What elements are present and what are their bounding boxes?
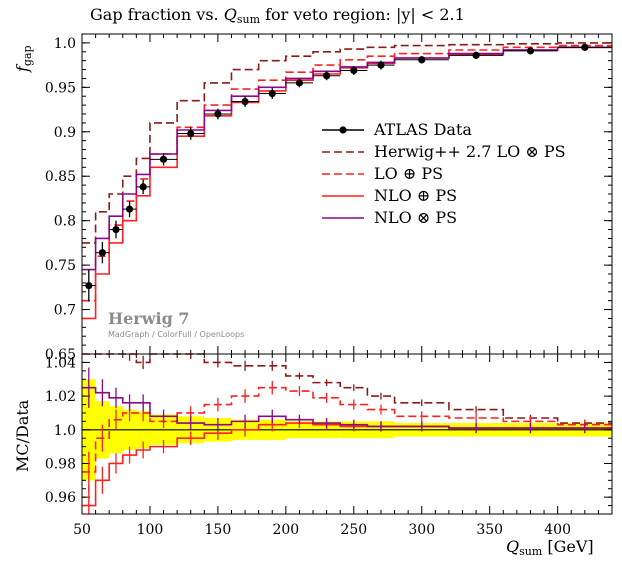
legend-label-nlo-times: NLO ⊗ PS [374, 208, 457, 227]
ratio-uncertainty-band-layer [82, 379, 612, 481]
y-tick-label-main: 0.75 [45, 258, 76, 274]
ratio-plot-frame [81, 353, 613, 515]
x-tick-label: 400 [544, 522, 571, 538]
y-tick-label-main: 0.85 [45, 169, 76, 185]
data-point [241, 97, 249, 106]
data-point [295, 79, 304, 87]
x-tick-label: 300 [408, 522, 435, 538]
y-tick-label-ratio: 1.0 [54, 423, 76, 439]
x-tick-label: 200 [272, 522, 299, 538]
x-tick-label: 100 [137, 522, 164, 538]
legend-data-marker [339, 126, 347, 134]
x-tick-label: 50 [73, 522, 91, 538]
data-point [323, 72, 331, 80]
y-tick-label-main: 0.8 [54, 214, 76, 230]
y-tick-label-ratio: 0.98 [45, 456, 76, 472]
y-tick-label-main: 1.0 [54, 36, 76, 52]
y-tick-label-ratio: 0.96 [45, 490, 76, 506]
legend: ATLAS Data Herwig++ 2.7 LO ⊗ PS LO ⊕ PS NLO… [322, 120, 566, 227]
data-point [187, 129, 195, 138]
legend-label-herwig: Herwig++ 2.7 LO ⊗ PS [374, 142, 566, 161]
data-point [526, 47, 535, 55]
tick-labels-layer: 50 100 150 200 250 300 350 400 0.65 0.7 0.75 0.8 0.8… [45, 36, 571, 538]
data-point [581, 43, 589, 51]
data-point [98, 249, 106, 257]
series-line-nlo-times [82, 46, 612, 271]
series-line-nlo-plus [82, 46, 612, 320]
y-tick-label-main: 0.95 [45, 80, 76, 96]
x-axis-label: Qsum [GeV] [506, 537, 594, 558]
legend-label-lo-plus: LO ⊕ PS [374, 164, 443, 183]
x-tick-label: 250 [340, 522, 367, 538]
chart-title: Gap fraction vs. Qsum for veto region: |… [90, 5, 465, 26]
ratio-line-herwig [82, 353, 612, 424]
ratio-line-lo-plus [82, 386, 612, 473]
data-point [214, 110, 222, 118]
data-point [125, 205, 134, 213]
y-axis-label-main: fgap [13, 45, 34, 73]
y-tick-label-main: 0.65 [45, 347, 76, 363]
y-tick-label-ratio: 1.04 [45, 355, 76, 371]
series-line-herwig [82, 42, 612, 244]
data-point [377, 61, 385, 69]
y-tick-label-ratio: 1.02 [45, 389, 76, 405]
legend-data-label: ATLAS Data [373, 120, 472, 139]
data-point [85, 281, 93, 290]
series-line-lo-plus [82, 44, 612, 302]
data-point [418, 56, 426, 64]
series-layer [82, 42, 612, 514]
x-tick-label: 350 [476, 522, 503, 538]
data-point [159, 155, 168, 163]
data-point [268, 89, 276, 98]
herwig-brand-label: Herwig 7 [108, 309, 189, 328]
generator-credits: MadGraph / ColorFull / OpenLoops [108, 330, 244, 339]
y-tick-label-main: 0.7 [54, 303, 76, 319]
axis-ticks-layer [81, 34, 612, 514]
data-point [139, 183, 147, 191]
main-plot-frame [81, 33, 613, 355]
y-tick-label-main: 0.9 [54, 125, 76, 141]
data-point [112, 225, 120, 234]
data-points-layer [82, 43, 612, 302]
legend-label-nlo-plus: NLO ⊕ PS [374, 186, 457, 205]
x-tick-label: 150 [205, 522, 232, 538]
data-point [350, 66, 358, 75]
y-axis-label-ratio: MC/Data [13, 399, 32, 472]
data-point [472, 51, 480, 59]
